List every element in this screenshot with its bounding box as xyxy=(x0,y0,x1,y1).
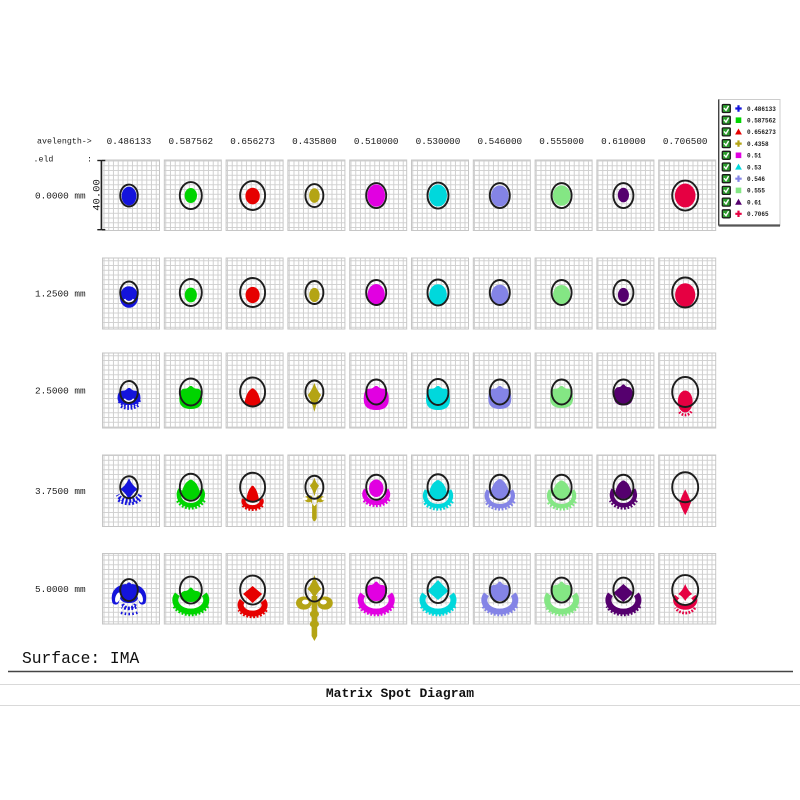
svg-text:avelength->: avelength-> xyxy=(37,137,92,147)
svg-text:0.656273: 0.656273 xyxy=(747,129,776,136)
svg-text:0.706500: 0.706500 xyxy=(663,136,708,147)
svg-text:0.555: 0.555 xyxy=(747,188,765,195)
svg-text:0.486133: 0.486133 xyxy=(747,106,776,113)
svg-text:0.435800: 0.435800 xyxy=(292,136,337,147)
svg-text:0.51: 0.51 xyxy=(747,153,762,160)
svg-text:0.587562: 0.587562 xyxy=(168,136,213,147)
svg-text:0.7065: 0.7065 xyxy=(747,211,769,218)
svg-text:0.610000: 0.610000 xyxy=(601,136,646,147)
svg-text:1.2500 mm: 1.2500 mm xyxy=(35,289,86,300)
svg-text:0.4358: 0.4358 xyxy=(747,141,769,148)
svg-text:0.61: 0.61 xyxy=(747,199,762,206)
svg-text:0.530000: 0.530000 xyxy=(416,136,461,147)
svg-text:0.510000: 0.510000 xyxy=(354,136,399,147)
svg-text::: : xyxy=(87,156,92,165)
svg-text:0.587562: 0.587562 xyxy=(747,118,776,125)
svg-text:0.486133: 0.486133 xyxy=(107,136,152,147)
svg-text:2.5000 mm: 2.5000 mm xyxy=(35,386,86,397)
svg-text:0.656273: 0.656273 xyxy=(230,136,275,147)
svg-text:.eld: .eld xyxy=(34,155,54,165)
svg-text:Matrix Spot Diagram: Matrix Spot Diagram xyxy=(326,686,474,701)
svg-text:40.00: 40.00 xyxy=(92,179,104,211)
svg-text:3.7500 mm: 3.7500 mm xyxy=(35,486,86,497)
svg-text:0.546000: 0.546000 xyxy=(477,136,522,147)
svg-text:Surface: IMA: Surface: IMA xyxy=(22,649,139,668)
svg-text:0.0000 mm: 0.0000 mm xyxy=(35,190,86,201)
svg-text:5.0000 mm: 5.0000 mm xyxy=(35,584,86,595)
svg-text:0.53: 0.53 xyxy=(747,164,762,171)
svg-text:0.546: 0.546 xyxy=(747,176,765,183)
svg-text:0.555000: 0.555000 xyxy=(539,136,584,147)
